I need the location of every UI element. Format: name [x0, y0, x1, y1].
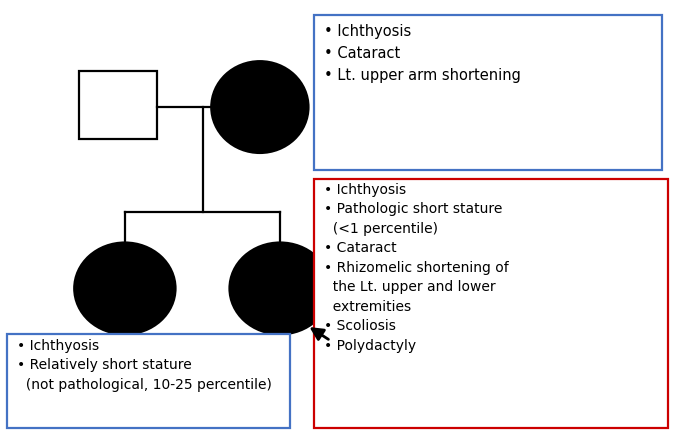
Bar — [80, 71, 157, 139]
Bar — [314, 179, 668, 428]
Bar — [314, 15, 662, 170]
Text: • Ichthyosis
• Pathologic short stature
  (<1 percentile)
• Cataract
• Rhizomeli: • Ichthyosis • Pathologic short stature … — [324, 183, 509, 353]
Ellipse shape — [211, 61, 308, 153]
Bar — [7, 334, 290, 428]
Text: • Ichthyosis
• Cataract
• Lt. upper arm shortening: • Ichthyosis • Cataract • Lt. upper arm … — [324, 24, 521, 83]
Text: • Ichthyosis
• Relatively short stature
  (not pathological, 10-25 percentile): • Ichthyosis • Relatively short stature … — [17, 339, 272, 392]
Ellipse shape — [74, 243, 176, 334]
Ellipse shape — [230, 243, 331, 334]
